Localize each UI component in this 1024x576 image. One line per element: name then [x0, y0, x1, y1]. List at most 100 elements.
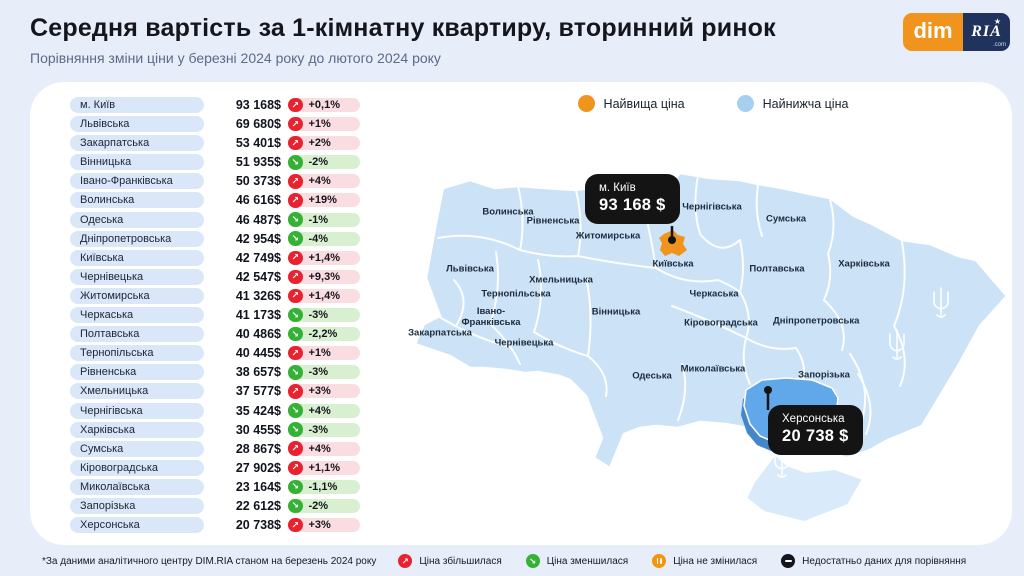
price-value: 41 173$	[235, 308, 281, 323]
region-name: Херсонська	[70, 517, 204, 534]
change-badge: ↘ -1,1%	[288, 479, 360, 495]
arrow-up-icon: ↗	[288, 250, 303, 265]
change-badge: ↗ +4%	[288, 174, 360, 189]
arrow-up-icon: ↗	[288, 460, 303, 476]
legend-highest-price: Найвища ціна	[577, 95, 685, 112]
change-badge: ↘ -3%	[288, 422, 360, 437]
arrow-down-icon: ↘	[288, 212, 303, 227]
price-value: 41 326$	[235, 288, 281, 303]
ria-com-text: .com	[992, 42, 1006, 48]
region-name: м. Київ	[70, 97, 204, 113]
price-value: 46 487$	[235, 212, 281, 227]
region-name: Волинська	[70, 192, 204, 209]
price-value: 23 164$	[235, 479, 281, 494]
ukraine-map-svg	[413, 171, 1009, 523]
price-value: 27 902$	[235, 460, 281, 475]
map-panel: Найвища ціна Найнижча ціна	[408, 88, 1016, 546]
arrow-down-icon: ↘	[288, 155, 303, 170]
legend-item-down: ↘ Ціна зменшилася	[525, 554, 629, 568]
change-percent: -3%	[308, 366, 329, 379]
callout-price: 20 738 $	[782, 427, 849, 445]
trident-icon	[933, 287, 949, 318]
region-name: Дніпропетровська	[70, 230, 204, 247]
arrow-up-icon: ↗	[288, 174, 303, 189]
lowest-price-dot-icon	[736, 95, 754, 112]
change-badge: ↘ -3%	[288, 365, 360, 380]
table-row: Сумська 28 867$ ↗ +4%	[70, 440, 375, 457]
change-badge: ↘ -4%	[288, 231, 360, 246]
price-value: 42 749$	[235, 250, 281, 265]
change-percent: -1,1%	[308, 480, 338, 493]
arrow-up-icon: ↗	[288, 269, 303, 285]
page-subtitle: Порівняння зміни ціни у березні 2024 рок…	[30, 50, 441, 66]
legend-item-same: Ціна не змінилася	[652, 554, 757, 568]
price-value: 42 954$	[235, 231, 281, 246]
change-percent: +1%	[308, 118, 331, 131]
ukraine-outline	[413, 171, 1009, 470]
change-badge: ↗ +1,4%	[288, 288, 360, 304]
trident-icon	[774, 447, 790, 478]
price-value: 42 547$	[235, 269, 281, 284]
region-name: Тернопільська	[70, 345, 204, 362]
legend-item-label: Ціна зменшилася	[546, 555, 629, 567]
price-up-icon: ↗	[398, 554, 413, 568]
arrow-down-icon: ↘	[288, 422, 303, 437]
change-badge: ↘ -2,2%	[288, 326, 360, 342]
change-badge: ↗ +3%	[288, 384, 360, 399]
change-percent: -2,2%	[308, 328, 338, 341]
table-row: Одеська 46 487$ ↘ -1%	[70, 211, 375, 228]
table-row: Полтавська 40 486$ ↘ -2,2%	[70, 326, 375, 343]
change-percent: +4%	[308, 442, 331, 455]
table-row: Івано-Франківська 50 373$ ↗ +4%	[70, 173, 375, 190]
change-badge: ↗ +1%	[288, 116, 360, 132]
change-percent: +2%	[308, 137, 331, 150]
change-badge: ↘ -2%	[288, 155, 360, 170]
price-value: 51 935$	[235, 155, 281, 170]
price-value: 69 680$	[235, 117, 281, 132]
change-percent: -1%	[308, 213, 329, 226]
table-row: м. Київ 93 168$ ↗ +0,1%	[70, 97, 375, 113]
region-name: Вінницька	[70, 154, 204, 171]
table-row: Дніпропетровська 42 954$ ↘ -4%	[70, 230, 375, 247]
region-name: Закарпатська	[70, 135, 204, 152]
trident-icon	[889, 329, 905, 360]
kyiv-marker-icon	[659, 226, 687, 256]
page-title: Середня вартість за 1-кімнатну квартиру,…	[30, 14, 776, 42]
legend-item-nodata: Недостатньо даних для порівняння	[781, 554, 966, 568]
change-badge: ↘ -3%	[288, 307, 360, 323]
price-value: 38 657$	[235, 365, 281, 380]
arrow-up-icon: ↗	[288, 345, 303, 361]
callout-price: 93 168 $	[599, 196, 666, 214]
table-row: Закарпатська 53 401$ ↗ +2%	[70, 135, 375, 152]
table-row: Київська 42 749$ ↗ +1,4%	[70, 249, 375, 266]
price-value: 30 455$	[235, 422, 281, 437]
change-percent: +0,1%	[308, 99, 341, 111]
change-percent: +9,3%	[308, 270, 341, 283]
change-badge: ↗ +9,3%	[288, 269, 360, 285]
change-badge: ↗ +1%	[288, 345, 360, 361]
price-value: 20 738$	[235, 518, 281, 533]
region-name: Івано-Франківська	[70, 173, 204, 190]
region-name: Львівська	[70, 116, 204, 133]
change-percent: +1,4%	[308, 289, 341, 302]
arrow-up-icon: ↗	[288, 116, 303, 132]
legend-item-label: Недостатньо даних для порівняння	[802, 555, 967, 567]
change-percent: -2%	[308, 499, 329, 512]
region-name: Чернівецька	[70, 268, 204, 285]
ria-logo: ★ RIA .com	[963, 13, 1010, 51]
region-name: Одеська	[70, 211, 204, 228]
kherson-connector	[764, 386, 772, 410]
table-row: Херсонська 20 738$ ↗ +3%	[70, 517, 375, 534]
arrow-up-icon: ↗	[288, 517, 303, 533]
price-value: 93 168$	[235, 98, 281, 112]
price-value: 37 577$	[235, 384, 281, 399]
table-row: Миколаївська 23 164$ ↘ -1,1%	[70, 478, 375, 495]
region-name: Київська	[70, 249, 204, 266]
price-value: 22 612$	[235, 498, 281, 513]
legend-highest-label: Найвища ціна	[603, 96, 685, 111]
price-value: 40 486$	[235, 327, 281, 342]
region-name: Миколаївська	[70, 478, 204, 495]
legend-item-up: ↗ Ціна збільшилася	[398, 554, 502, 568]
change-badge: ↗ +0,1%	[288, 97, 360, 113]
trident-icons	[774, 287, 949, 478]
